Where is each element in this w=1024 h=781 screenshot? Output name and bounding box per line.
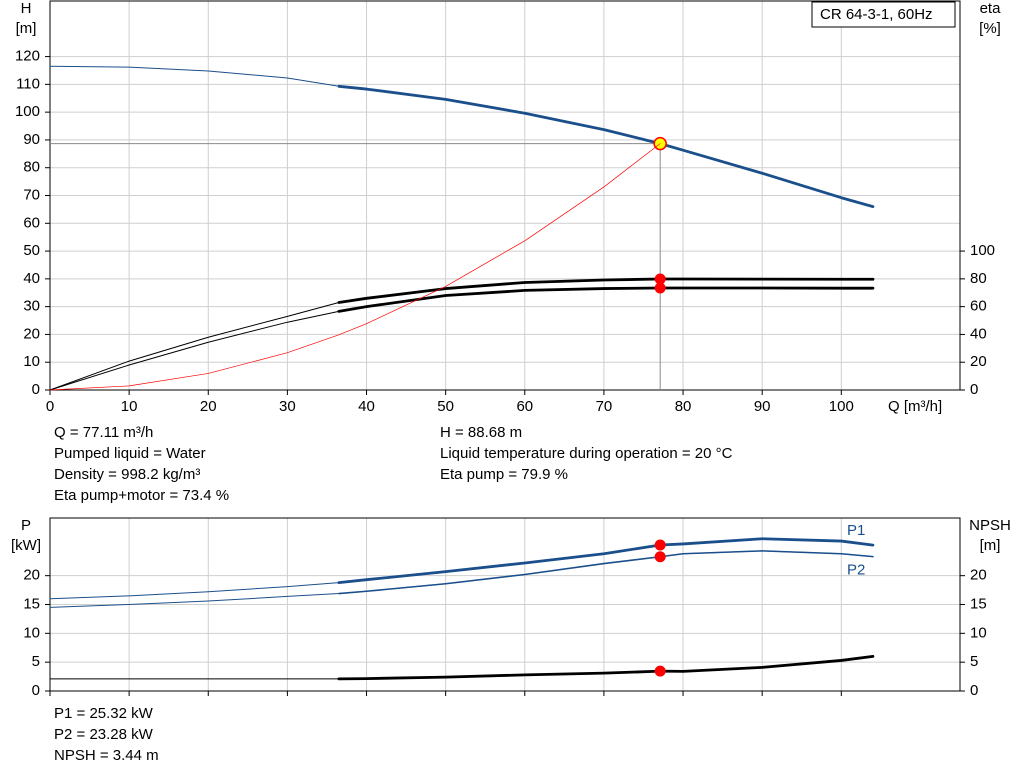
- operating-point: [654, 539, 666, 551]
- readout: P1 = 25.32 kW: [54, 705, 154, 722]
- plot-frame: [49, 0, 961, 391]
- y-tick-label: 0: [32, 682, 40, 699]
- y-axis-label: H: [21, 0, 32, 17]
- x-tick-label: 100: [829, 398, 854, 415]
- readout: Density = 998.2 kg/m³: [54, 466, 200, 483]
- readout: NPSH = 3.44 m: [54, 747, 159, 764]
- plot-frame: [49, 517, 961, 692]
- x-tick-label: 0: [46, 398, 54, 415]
- x-tick-label: 90: [754, 398, 771, 415]
- y2-tick-label: 20: [970, 353, 987, 370]
- y-tick-label: 5: [32, 653, 40, 670]
- x-tick-label: 40: [358, 398, 375, 415]
- readout: Pumped liquid = Water: [54, 445, 206, 462]
- curve-operating-range: [338, 550, 874, 595]
- y2-tick-label: 60: [970, 298, 987, 315]
- curve-operating-range: [337, 277, 875, 304]
- y-tick-label: 15: [23, 595, 40, 612]
- x-tick-label: 10: [121, 398, 138, 415]
- x-tick-label: 50: [437, 398, 454, 415]
- y-tick-label: 20: [23, 567, 40, 584]
- operating-point: [654, 665, 666, 677]
- y-tick-label: 20: [23, 325, 40, 342]
- y-tick-label: 10: [23, 353, 40, 370]
- readout: Q = 77.11 m³/h: [54, 424, 153, 441]
- y-tick-label: 10: [23, 624, 40, 641]
- y2-tick-label: 15: [970, 595, 987, 612]
- readout: H = 88.68 m: [440, 424, 522, 441]
- x-tick-label: 20: [200, 398, 217, 415]
- y-tick-label: 0: [32, 381, 40, 398]
- y2-tick-label: 5: [970, 653, 978, 670]
- x-axis-label: Q [m³/h]: [888, 398, 942, 415]
- x-tick-label: 60: [516, 398, 533, 415]
- operating-point: [654, 551, 666, 563]
- y2-axis-label: NPSH: [969, 517, 1011, 534]
- curve-operating-range: [337, 84, 875, 209]
- y-axis-label: P: [21, 517, 31, 534]
- y-tick-label: 50: [23, 242, 40, 259]
- y-axis-unit: [kW]: [11, 537, 41, 554]
- y2-tick-label: 0: [970, 381, 978, 398]
- curve-operating-range: [337, 286, 875, 313]
- y2-tick-label: 100: [970, 242, 995, 259]
- title-box: [811, 1, 956, 28]
- curve-thin: [49, 65, 874, 208]
- readout: P2 = 23.28 kW: [54, 726, 154, 743]
- y-tick-label: 30: [23, 298, 40, 315]
- curve-operating-range: [337, 537, 875, 584]
- y2-tick-label: 80: [970, 270, 987, 287]
- y-tick-label: 120: [15, 48, 40, 65]
- y2-axis-label: eta: [980, 0, 1002, 17]
- operating-point: [654, 273, 666, 285]
- curve-thin: [49, 287, 874, 391]
- curve-operating-range: [337, 655, 875, 681]
- curve-thin: [49, 143, 661, 391]
- curve-thin: [49, 550, 874, 608]
- chart-title: CR 64-3-1, 60Hz: [820, 6, 933, 23]
- series-label: P2: [847, 562, 865, 579]
- y2-tick-label: 0: [970, 682, 978, 699]
- x-tick-label: 80: [675, 398, 692, 415]
- y-tick-label: 100: [15, 103, 40, 120]
- y-tick-label: 40: [23, 270, 40, 287]
- y2-tick-label: 40: [970, 325, 987, 342]
- y-tick-label: 90: [23, 131, 40, 148]
- y-tick-label: 110: [16, 75, 40, 92]
- readout: Eta pump = 79.9 %: [440, 466, 568, 483]
- series-label: P1: [847, 522, 865, 539]
- x-tick-label: 30: [279, 398, 296, 415]
- operating-point: [654, 282, 666, 294]
- readout: Liquid temperature during operation = 20…: [440, 445, 733, 462]
- y-tick-label: 70: [23, 186, 40, 203]
- x-tick-label: 70: [596, 398, 613, 415]
- y-tick-label: 60: [23, 214, 40, 231]
- y-axis-unit: [m]: [16, 20, 37, 37]
- readout: Eta pump+motor = 73.4 %: [54, 487, 229, 504]
- y-tick-label: 80: [23, 159, 40, 176]
- y2-axis-unit: [%]: [979, 20, 1001, 37]
- y2-tick-label: 10: [970, 624, 987, 641]
- y2-tick-label: 20: [970, 567, 987, 584]
- y2-axis-unit: [m]: [980, 537, 1001, 554]
